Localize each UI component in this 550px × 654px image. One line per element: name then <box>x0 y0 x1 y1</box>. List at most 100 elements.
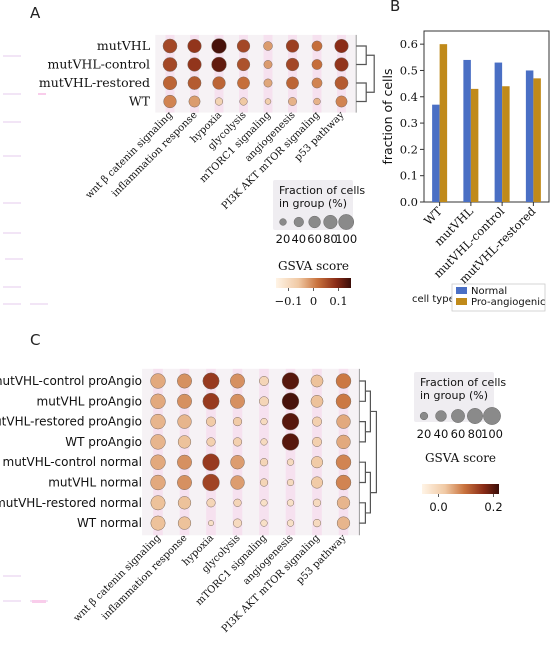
bar-normal-3 <box>525 70 534 202</box>
dendrogram-branch <box>359 421 366 443</box>
size-legend-title: Fraction of cells in group (%) <box>279 184 365 210</box>
artifact-mark <box>3 121 21 123</box>
color-legend-label: 0 <box>310 294 317 308</box>
row-label: WT proAngio <box>65 435 142 449</box>
dot-2-7 <box>334 76 349 90</box>
dot-6-6 <box>312 498 322 507</box>
panel-a-dendrogram <box>356 45 375 103</box>
dot-1-4 <box>259 396 269 407</box>
dot-7-6 <box>312 519 322 528</box>
dot-3-2 <box>214 97 224 106</box>
dot-0-4 <box>259 376 269 386</box>
column-highlight <box>285 368 296 536</box>
dot-3-7 <box>335 95 348 108</box>
dendrogram-branch <box>365 390 371 433</box>
color-legend-label: 0.0 <box>429 500 447 514</box>
color-legend-label: 0.2 <box>484 500 502 514</box>
column-highlight <box>206 368 216 536</box>
artifact-mark <box>3 155 21 157</box>
dot-1-0 <box>162 57 178 72</box>
dot-4-4 <box>259 458 269 467</box>
artifact-mark <box>3 202 21 204</box>
dot-6-5 <box>286 499 295 507</box>
dot-1-0 <box>150 393 166 409</box>
artifact-mark <box>32 600 46 603</box>
dot-0-1 <box>177 373 192 389</box>
color-legend-bar <box>276 278 351 288</box>
dot-2-7 <box>336 414 351 429</box>
bar-normal-2 <box>494 62 503 202</box>
column-highlight <box>232 368 243 536</box>
row-label: mutVHL-control <box>48 57 150 72</box>
size-legend-dot <box>323 214 338 230</box>
dot-7-0 <box>150 515 166 531</box>
size-legend-value: 100 <box>335 232 357 246</box>
dot-2-3 <box>232 417 243 427</box>
dot-4-7 <box>335 454 352 470</box>
row-label: mutVHL proAngio <box>37 394 142 408</box>
dot-2-4 <box>260 418 268 426</box>
column-highlight <box>312 34 322 113</box>
dot-4-6 <box>310 456 324 469</box>
dot-3-0 <box>163 94 177 109</box>
color-legend-bar <box>422 484 499 494</box>
dot-5-2 <box>202 473 220 492</box>
dot-3-2 <box>206 437 216 447</box>
y-tick-label: 0.1 <box>400 169 418 183</box>
artifact-mark <box>3 286 21 288</box>
dot-1-4 <box>263 60 273 69</box>
dot-3-7 <box>336 434 351 450</box>
dot-5-4 <box>259 478 269 487</box>
dendrogram-branch <box>359 461 366 484</box>
legend-swatch <box>456 287 467 294</box>
artifact-mark <box>3 600 21 602</box>
dot-7-1 <box>177 516 192 530</box>
column-highlight <box>288 34 297 113</box>
column-highlight <box>153 368 163 536</box>
dendrogram-branch <box>365 471 371 514</box>
bar-pro-angiogenic-2 <box>502 86 510 202</box>
legend-box <box>451 283 546 312</box>
artifact-mark <box>3 303 21 305</box>
size-legend-dot <box>419 411 429 421</box>
panel-label-b: B <box>390 0 400 15</box>
bar-pro-angiogenic-3 <box>533 78 541 202</box>
dot-7-3 <box>232 518 243 528</box>
legend-swatch <box>456 298 467 305</box>
legend-label: Normal <box>471 286 507 297</box>
x-tick-label: WT <box>421 204 445 228</box>
size-legend-dot <box>293 216 304 228</box>
y-tick-label: 0.2 <box>400 142 418 156</box>
dot-6-7 <box>336 496 351 510</box>
dot-0-2 <box>211 38 227 54</box>
artifact-mark <box>3 93 21 95</box>
row-label: mutVHL-restored <box>39 75 150 90</box>
row-label: mutVHL normal <box>48 476 142 490</box>
y-axis-label: fraction of cells <box>380 68 395 164</box>
plot-background <box>142 368 360 536</box>
artifact-mark <box>38 93 46 95</box>
dot-2-6 <box>311 77 323 89</box>
dot-3-5 <box>288 97 297 106</box>
row-label: mutVHL-restored normal <box>0 496 142 510</box>
dot-3-1 <box>188 95 201 108</box>
dot-5-7 <box>335 474 352 491</box>
dot-7-7 <box>336 516 351 530</box>
dot-2-3 <box>237 76 250 90</box>
dot-0-7 <box>334 38 349 54</box>
dot-2-5 <box>286 76 299 90</box>
background-artifacts <box>3 55 48 603</box>
dot-3-6 <box>312 436 322 447</box>
size-legend-dot <box>435 410 447 422</box>
color-legend-title: GSVA score <box>425 451 496 465</box>
dendrogram-branch <box>359 502 366 524</box>
dot-3-3 <box>239 97 248 106</box>
dot-3-4 <box>260 438 268 446</box>
dot-3-5 <box>281 433 300 451</box>
row-label: mutVHL <box>97 38 150 53</box>
dot-4-2 <box>202 453 220 471</box>
size-legend-value: 20 <box>276 232 291 246</box>
